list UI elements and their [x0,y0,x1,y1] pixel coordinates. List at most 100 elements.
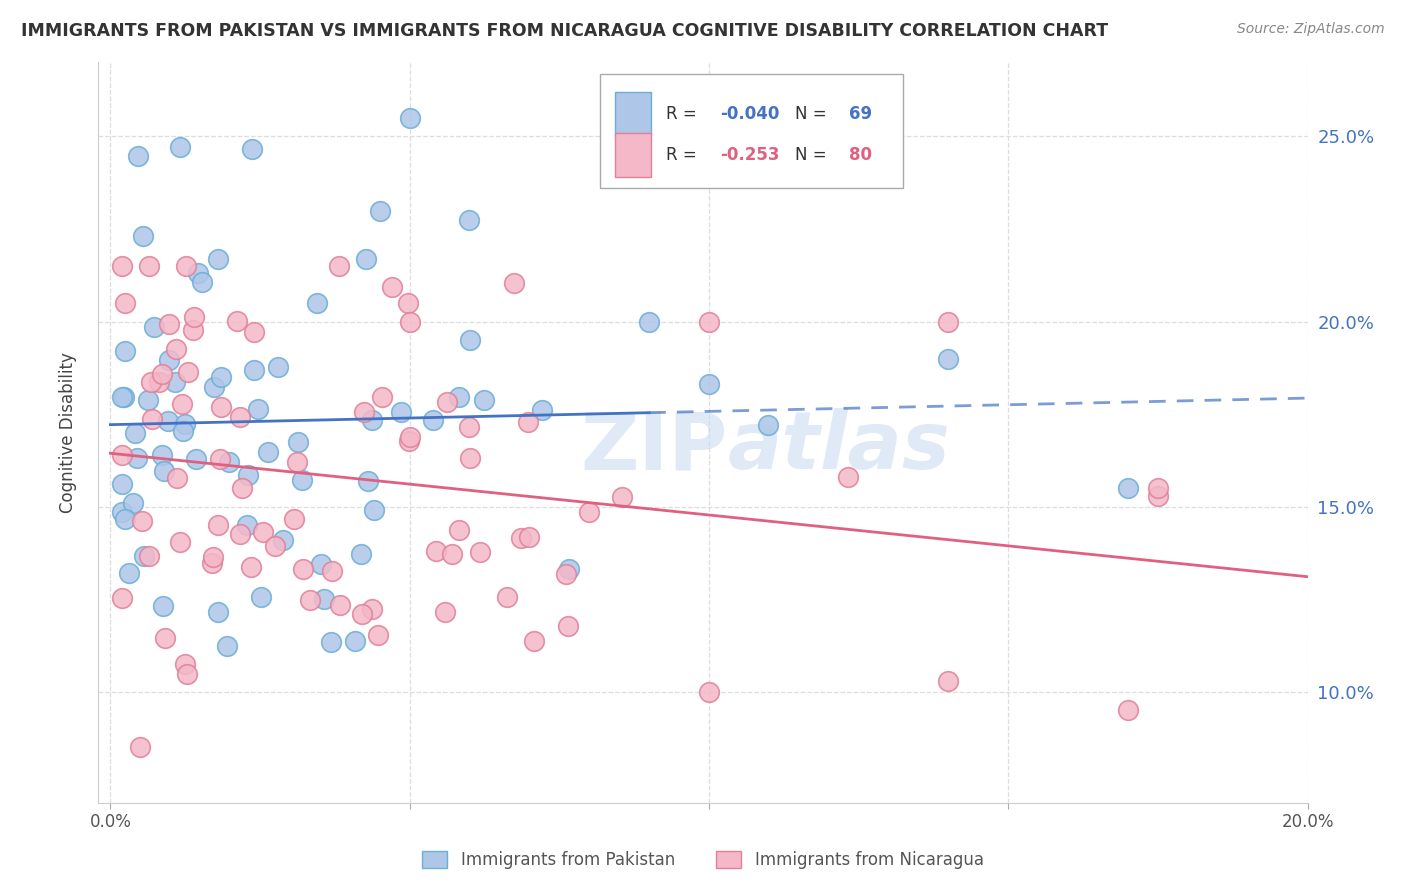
Point [363,503,385,517]
Point [202,379,225,393]
Point [235,518,257,533]
Point [389,405,412,419]
Point [449,390,471,404]
Point [166,471,188,485]
Point [938,351,960,366]
Point [187,266,209,280]
Point [231,481,253,495]
Point [138,393,160,408]
Point [240,142,263,156]
Text: Source: ZipAtlas.com: Source: ZipAtlas.com [1237,22,1385,37]
Point [165,375,187,389]
Point [496,591,519,605]
Point [697,315,720,329]
Point [148,376,170,390]
Point [344,633,367,648]
Point [356,252,378,266]
Point [217,639,239,653]
Point [176,365,198,379]
Point [558,562,581,576]
Point [138,259,160,273]
Point [1116,481,1139,495]
Point [170,397,193,411]
Point [236,468,259,483]
Point [367,628,389,642]
Point [291,473,314,487]
Point [131,514,153,528]
Point [509,531,531,545]
Point [441,547,464,561]
Point [264,539,287,553]
Point [422,413,444,427]
Point [267,360,290,375]
Point [201,549,224,564]
Point [155,631,177,645]
Point [153,464,176,478]
Point [176,667,198,681]
Point [361,413,384,427]
Point [174,417,197,432]
Legend: Immigrants from Pakistan, Immigrants from Nicaragua: Immigrants from Pakistan, Immigrants fro… [416,845,990,876]
Point [169,535,191,549]
Point [226,314,249,328]
Point [112,390,135,404]
Point [138,549,160,564]
Text: atlas: atlas [727,409,950,486]
Text: N =: N = [794,146,832,164]
Point [697,685,720,699]
Point [169,140,191,154]
Point [228,526,250,541]
Point [114,343,136,358]
Point [472,393,495,408]
FancyBboxPatch shape [600,73,903,188]
Point [938,315,960,329]
Point [350,607,373,622]
Point [157,318,180,332]
Point [273,533,295,547]
Point [516,416,538,430]
Point [142,319,165,334]
Point [1147,489,1170,503]
Point [756,418,779,433]
Text: 80: 80 [849,146,872,164]
Point [458,333,481,347]
Point [517,530,540,544]
Point [127,149,149,163]
Text: IMMIGRANTS FROM PAKISTAN VS IMMIGRANTS FROM NICARAGUA COGNITIVE DISABILITY CORRE: IMMIGRANTS FROM PAKISTAN VS IMMIGRANTS F… [21,22,1108,40]
Point [314,592,336,607]
Point [246,402,269,417]
Point [152,599,174,613]
Point [252,524,274,539]
Point [190,275,212,289]
Point [111,477,134,491]
Point [578,505,600,519]
Point [127,450,149,465]
Point [328,259,350,273]
Point [150,368,173,382]
Point [122,496,145,510]
Point [111,504,134,518]
Point [938,673,960,688]
Point [111,448,134,462]
Point [172,425,194,439]
Point [457,213,479,227]
Point [287,455,309,469]
Point [132,549,155,563]
Point [612,491,634,505]
Point [111,390,134,404]
Point [129,740,152,755]
Point [458,450,481,465]
Point [150,448,173,462]
Point [368,203,391,218]
Point [207,252,229,267]
Point [468,545,491,559]
Point [309,557,332,571]
Point [329,598,352,612]
Point [357,474,380,488]
Text: R =: R = [665,146,702,164]
Point [114,512,136,526]
Point [243,362,266,376]
Point [283,511,305,525]
Point [697,377,720,392]
Point [184,451,207,466]
